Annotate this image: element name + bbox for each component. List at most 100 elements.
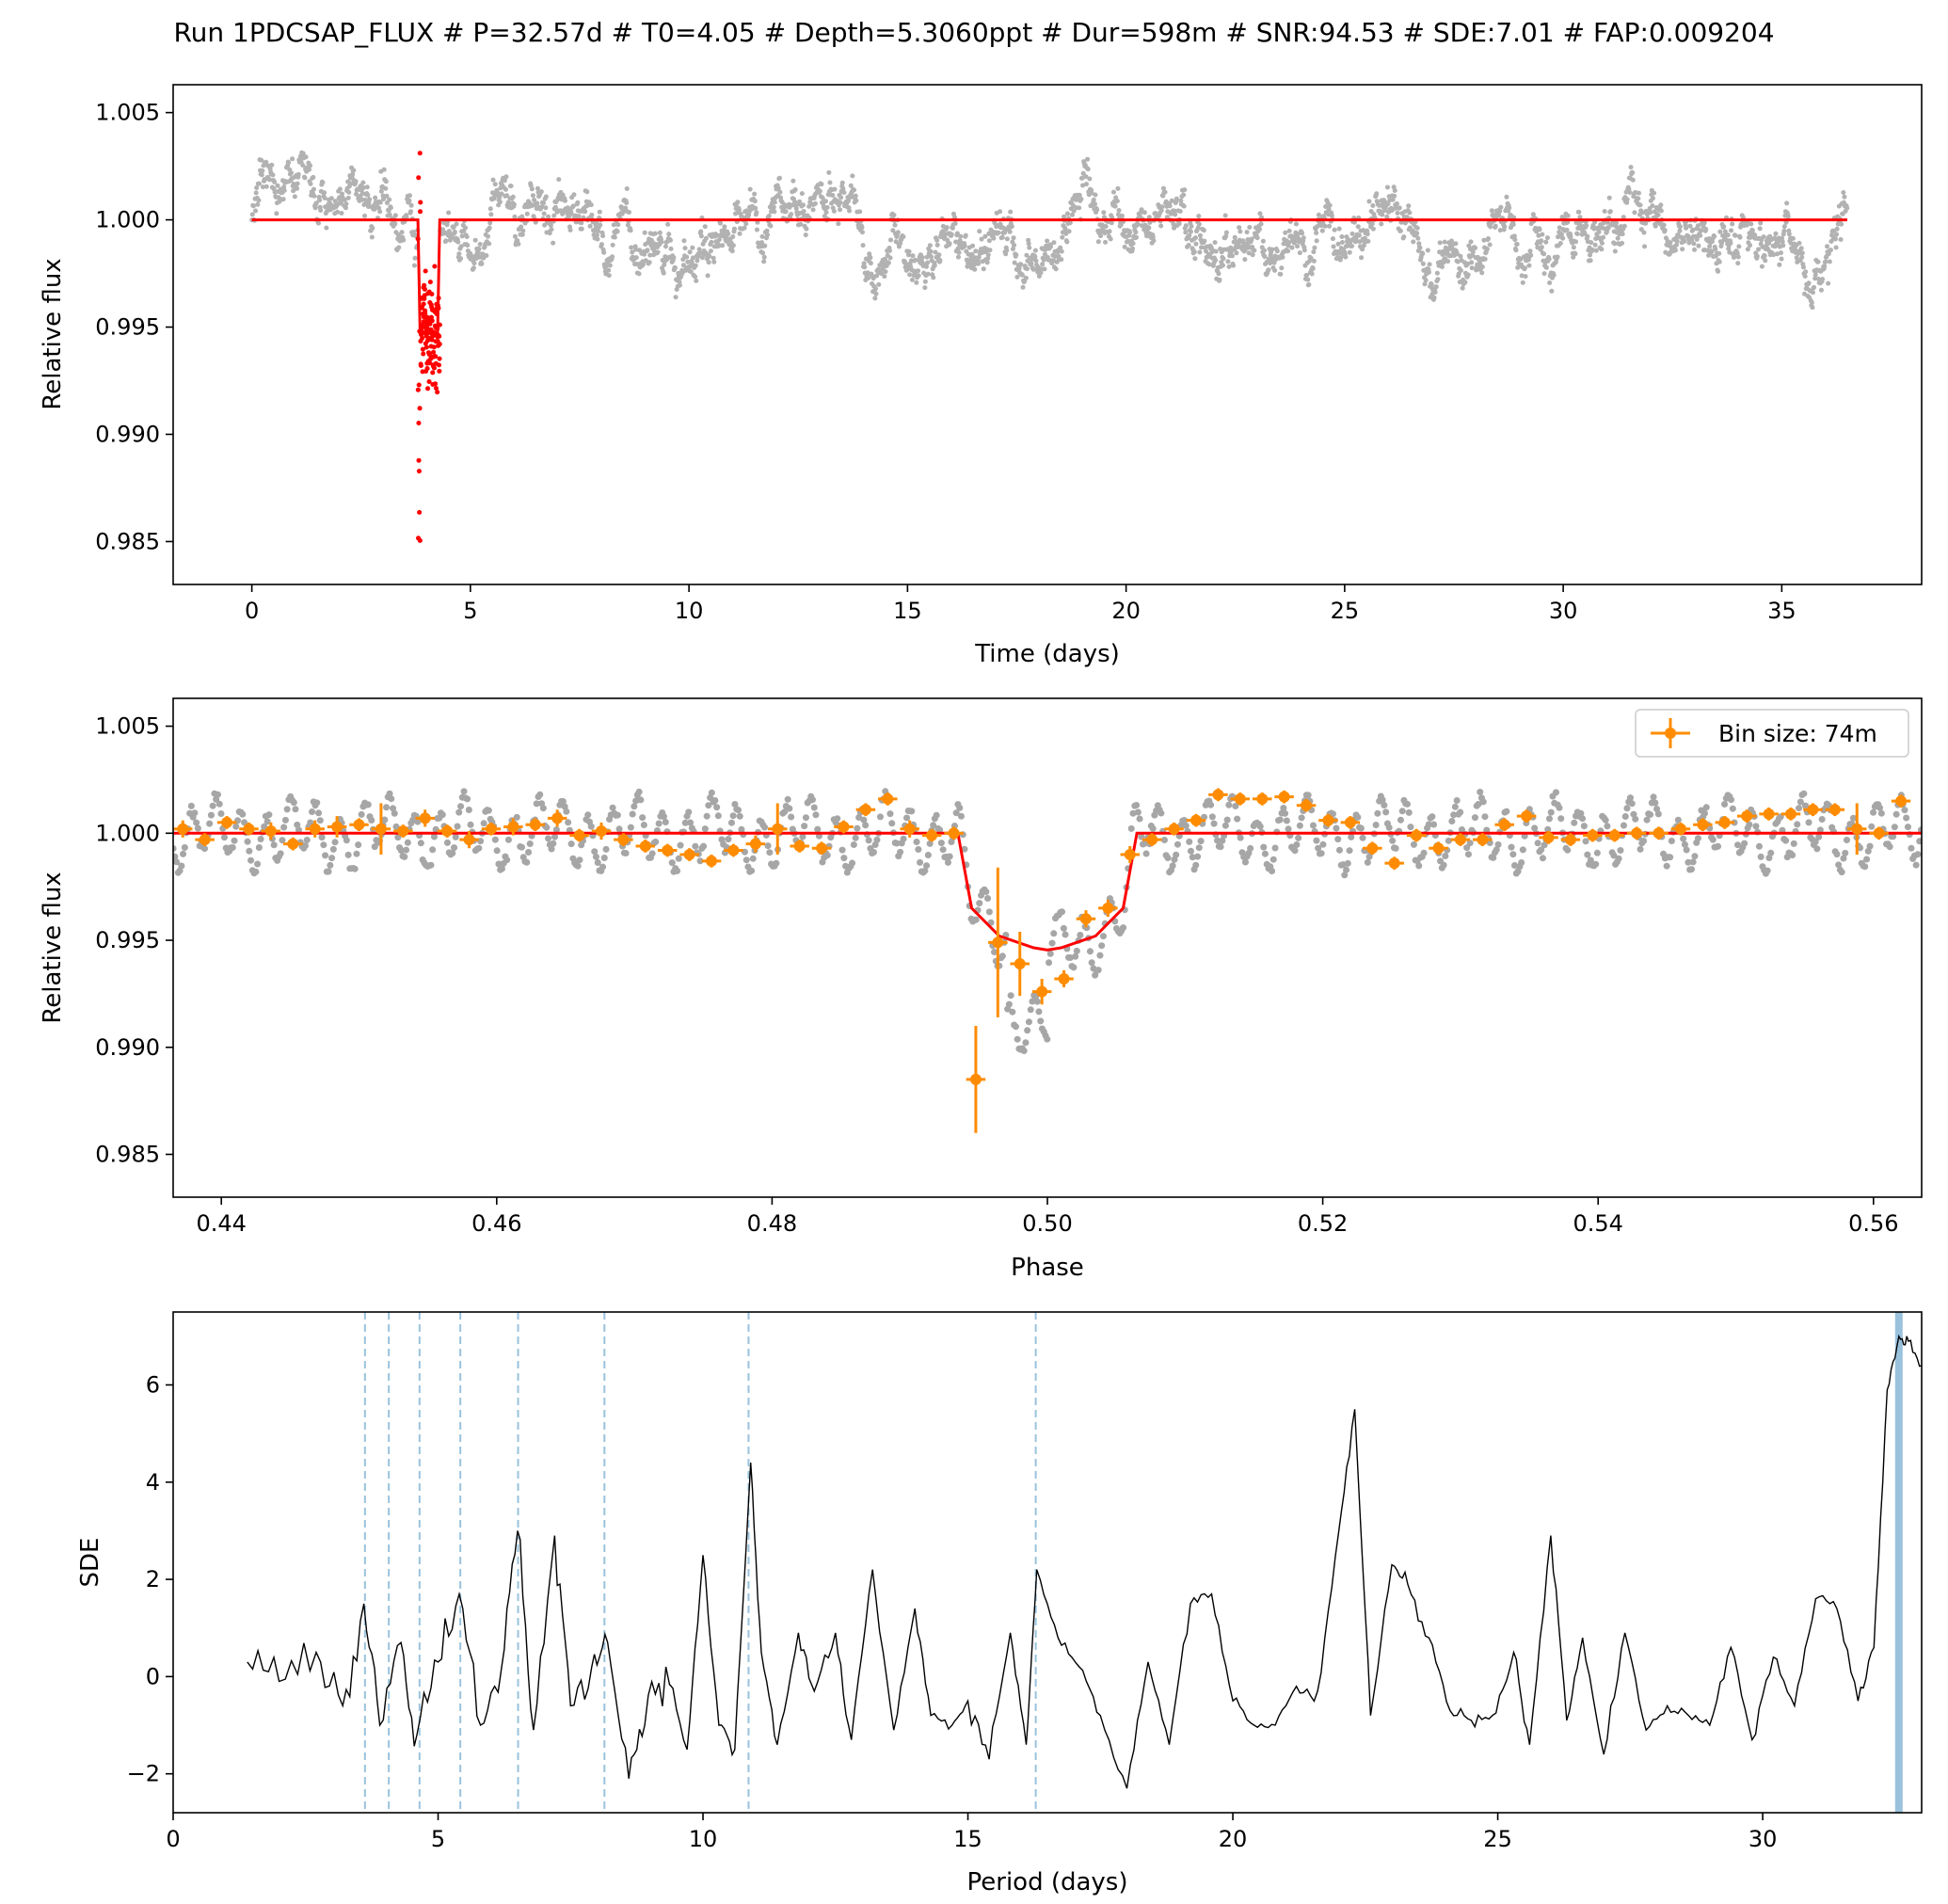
x-tick-label: 0 [245, 598, 259, 624]
binned-point [790, 840, 809, 853]
binned-point [503, 818, 523, 836]
y-axis-ticks: −2 0 2 4 6 [127, 1371, 173, 1787]
binned-point [745, 835, 766, 853]
binned-point [349, 818, 369, 832]
binned-point [1670, 822, 1691, 836]
binned-point [1715, 816, 1735, 829]
axes-frame [172, 1311, 1923, 1814]
binned-point [1450, 833, 1471, 846]
x-axis-label: Time (days) [974, 640, 1120, 668]
plot-area [249, 150, 1850, 543]
x-tick-label: 0.54 [1573, 1210, 1622, 1237]
x-tick-label: 0.46 [471, 1210, 521, 1237]
binned-point [1363, 841, 1382, 856]
binned-point [1473, 833, 1493, 846]
binned-point [701, 855, 722, 868]
flux-points [249, 150, 1850, 311]
binned-point [591, 822, 612, 840]
y-tick-label: 1.005 [95, 713, 160, 740]
x-tick-label: 10 [675, 598, 704, 624]
binned-point [437, 824, 457, 838]
binned-point [1891, 794, 1911, 808]
y-tick-label: 0.985 [95, 528, 160, 554]
binned-point [1318, 813, 1338, 827]
binned-point [855, 803, 876, 817]
binned-point [1429, 841, 1448, 856]
binned-point [1031, 978, 1052, 1005]
binned-point [1693, 818, 1713, 832]
y-tick-label: 4 [146, 1469, 160, 1496]
legend-label: Bin size: 74m [1718, 720, 1877, 747]
x-axis-label: Period (days) [967, 1868, 1128, 1896]
x-tick-label: 20 [1219, 1826, 1248, 1852]
x-tick-label: 0.50 [1022, 1210, 1072, 1237]
binned-point [547, 809, 567, 827]
x-tick-label: 25 [1331, 598, 1360, 624]
panel-phase-folded: 0.44 0.46 0.48 0.50 0.52 0.54 0.56 1.005 1.000 0… [39, 697, 1923, 1282]
y-tick-label: 0.990 [95, 421, 160, 447]
legend-marker-dot [1665, 728, 1676, 739]
binned-point [811, 841, 832, 856]
legend-frame [1635, 709, 1909, 758]
binned-point [216, 816, 237, 829]
binned-point [1230, 792, 1251, 806]
binned-point [1340, 816, 1361, 829]
binned-point [283, 837, 303, 851]
x-tick-label: 30 [1748, 1826, 1778, 1852]
y-tick-label: 1.000 [95, 820, 160, 846]
x-tick-label: 25 [1483, 1826, 1512, 1852]
x-tick-label: 35 [1767, 598, 1796, 624]
binned-point [657, 843, 678, 857]
binned-point [1626, 826, 1647, 840]
binned-point [724, 843, 743, 857]
x-tick-label: 0.48 [747, 1210, 797, 1237]
in-transit-points [415, 151, 442, 543]
binned-point [921, 828, 942, 842]
binned-point [1076, 910, 1096, 928]
y-axis-ticks: 1.005 1.000 0.995 0.990 0.985 [95, 100, 173, 554]
binned-point [1869, 826, 1889, 840]
binned-point [239, 822, 259, 836]
y-tick-label: 0.985 [95, 1142, 160, 1168]
transit-model-line [251, 218, 1847, 335]
binned-point [834, 820, 854, 834]
x-tick-label: 0.52 [1298, 1210, 1348, 1237]
x-axis-ticks: 0.44 0.46 0.48 0.50 0.52 0.54 0.56 [196, 1197, 1899, 1237]
binned-point [944, 826, 964, 840]
binned-point [1252, 792, 1272, 806]
plot-area [247, 1312, 1922, 1813]
x-tick-label: 15 [893, 598, 922, 624]
x-tick-label: 15 [953, 1826, 982, 1852]
binned-point [327, 816, 347, 838]
x-tick-label: 0 [166, 1826, 180, 1852]
x-axis-ticks: 0 5 10 15 20 25 30 [166, 1813, 1777, 1852]
x-tick-label: 0.44 [196, 1210, 246, 1237]
legend: Bin size: 74m [1635, 709, 1909, 758]
axes-frame [172, 84, 1923, 585]
x-tick-label: 10 [689, 1826, 718, 1852]
x-tick-label: 5 [463, 598, 477, 624]
binned-point [525, 818, 546, 832]
binned-point [305, 820, 325, 838]
binned-point [1384, 856, 1404, 870]
binned-point [481, 822, 502, 836]
transit-model-line [173, 831, 1922, 952]
binned-point [1494, 818, 1514, 832]
binned-point [1054, 969, 1074, 988]
y-axis-label: SDE [76, 1538, 104, 1588]
binned-point [1825, 803, 1845, 817]
plot-area [173, 788, 1922, 1133]
binned-point [415, 809, 435, 827]
panel-light-curve: 0 5 10 15 20 25 30 35 1.005 1.000 0.995 0.990 0.985… [39, 84, 1923, 668]
y-tick-label: 0.995 [95, 314, 160, 341]
binned-point [261, 822, 281, 840]
binned-point [459, 831, 479, 849]
y-tick-label: −2 [127, 1761, 160, 1787]
panel-periodogram: 0 5 10 15 20 25 30 −2 0 2 4 6 Period (days) SDE [76, 1311, 1923, 1896]
binned-point [569, 828, 589, 842]
x-axis-label: Phase [1011, 1254, 1084, 1282]
y-tick-label: 6 [146, 1371, 160, 1398]
binned-point [1583, 828, 1603, 842]
binned-point [1846, 803, 1867, 856]
